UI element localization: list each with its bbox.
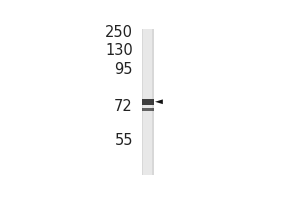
Bar (142, 99, 154, 105)
Bar (142, 108, 154, 111)
Bar (143, 29, 152, 175)
Text: 250: 250 (105, 25, 133, 40)
Bar (142, 29, 154, 175)
Polygon shape (155, 99, 163, 104)
Text: 72: 72 (114, 99, 133, 114)
Text: 55: 55 (114, 133, 133, 148)
Text: 95: 95 (114, 62, 133, 77)
Text: 130: 130 (105, 43, 133, 58)
